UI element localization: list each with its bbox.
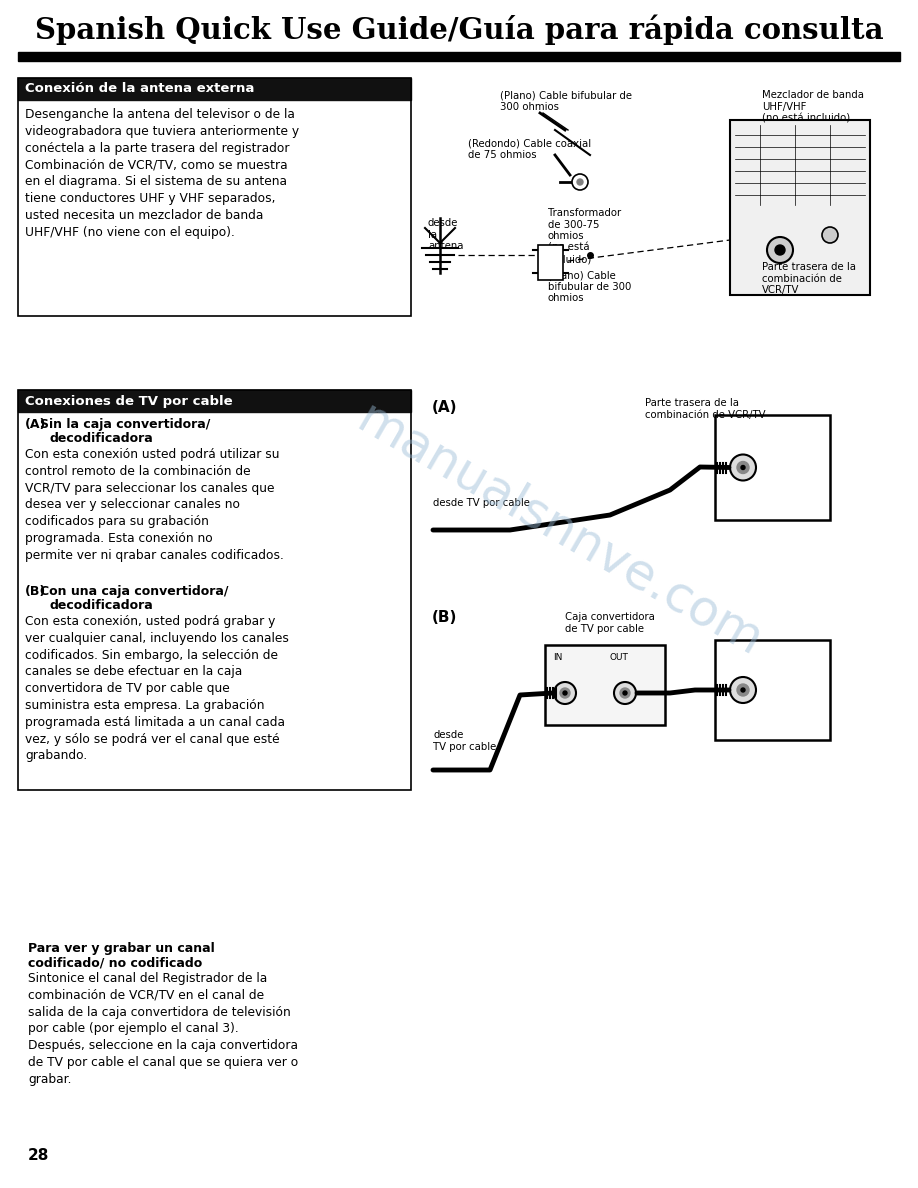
Text: Caja convertidora
de TV por cable: Caja convertidora de TV por cable: [565, 612, 655, 633]
Circle shape: [554, 682, 576, 704]
Text: Conexión de la antena externa: Conexión de la antena externa: [25, 82, 254, 95]
Text: (Redondo) Cable coaxial
de 75 ohmios: (Redondo) Cable coaxial de 75 ohmios: [468, 138, 591, 159]
Text: Transformador
de 300-75
ohmios
(no está
incluido): Transformador de 300-75 ohmios (no está …: [548, 208, 621, 265]
Circle shape: [620, 688, 630, 699]
Circle shape: [775, 245, 785, 255]
Text: (A): (A): [25, 418, 47, 431]
Text: (B): (B): [25, 584, 46, 598]
Bar: [18, 390, 411, 412]
Text: Para ver y grabar un canal: Para ver y grabar un canal: [28, 942, 215, 955]
Text: desde
TV por cable: desde TV por cable: [433, 729, 497, 752]
Bar: [715, 415, 830, 520]
Text: Parte trasera de la
combinación de
VCR/TV: Parte trasera de la combinación de VCR/T…: [762, 263, 856, 295]
Circle shape: [737, 684, 749, 696]
Text: Parte trasera de la
combinación de VCR/TV: Parte trasera de la combinación de VCR/T…: [645, 398, 766, 419]
Text: decodificadora: decodificadora: [50, 599, 153, 612]
Bar: [18, 52, 900, 61]
Text: Sintonice el canal del Registrador de la
combinación de VCR/TV en el canal de
sa: Sintonice el canal del Registrador de la…: [28, 972, 298, 1086]
Bar: [538, 245, 563, 280]
Circle shape: [623, 691, 627, 695]
Text: decodificadora: decodificadora: [50, 432, 153, 446]
Text: (Plano) Cable
bifubular de 300
ohmios: (Plano) Cable bifubular de 300 ohmios: [548, 270, 632, 303]
Circle shape: [563, 691, 567, 695]
Text: (A): (A): [432, 400, 457, 415]
Text: desde
la
antena: desde la antena: [428, 219, 464, 251]
Text: codificado/ no codificado: codificado/ no codificado: [28, 956, 202, 969]
Text: Spanish Quick Use Guide/Guía para rápida consulta: Spanish Quick Use Guide/Guía para rápida…: [35, 14, 883, 45]
Text: Con esta conexión usted podrá utilizar su
control remoto de la combinación de
VC: Con esta conexión usted podrá utilizar s…: [25, 448, 284, 562]
Bar: [18, 390, 411, 790]
Circle shape: [741, 466, 745, 469]
Text: 28: 28: [28, 1148, 50, 1163]
Text: manualsnnve.com: manualsnnve.com: [349, 394, 771, 665]
Text: (B): (B): [432, 609, 457, 625]
Bar: [18, 78, 411, 316]
Circle shape: [572, 173, 588, 190]
Circle shape: [822, 227, 838, 244]
Text: desde TV por cable: desde TV por cable: [433, 498, 530, 508]
Text: OUT: OUT: [610, 653, 629, 662]
Bar: [715, 640, 830, 740]
Text: Desenganche la antena del televisor o de la
videograbadora que tuviera anteriorm: Desenganche la antena del televisor o de…: [25, 108, 299, 239]
Bar: [18, 78, 411, 100]
Bar: [545, 645, 665, 725]
Circle shape: [737, 461, 749, 474]
Text: (Plano) Cable bifubular de
300 ohmios: (Plano) Cable bifubular de 300 ohmios: [500, 90, 632, 112]
Circle shape: [741, 688, 745, 691]
Bar: [730, 120, 870, 295]
Circle shape: [730, 677, 756, 703]
Circle shape: [767, 236, 793, 263]
Circle shape: [730, 455, 756, 480]
Circle shape: [577, 179, 583, 185]
Text: Con una caja convertidora/: Con una caja convertidora/: [40, 584, 229, 598]
Circle shape: [560, 688, 570, 699]
Text: Conexiones de TV por cable: Conexiones de TV por cable: [25, 394, 232, 407]
Text: Sin la caja convertidora/: Sin la caja convertidora/: [40, 418, 210, 431]
Text: Mezclador de banda
UHF/VHF
(no está incluido): Mezclador de banda UHF/VHF (no está incl…: [762, 90, 864, 124]
Text: IN: IN: [553, 653, 563, 662]
Text: Con esta conexión, usted podrá grabar y
ver cualquier canal, incluyendo los cana: Con esta conexión, usted podrá grabar y …: [25, 615, 289, 763]
Circle shape: [614, 682, 636, 704]
